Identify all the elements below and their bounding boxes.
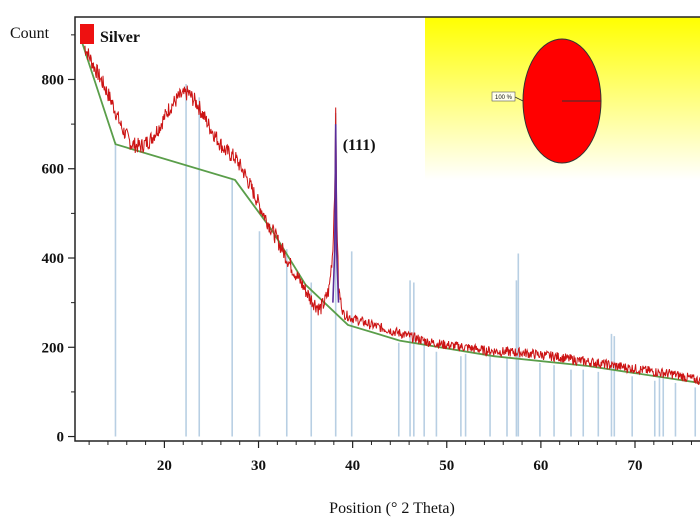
x-tick-label: 20 bbox=[157, 458, 172, 474]
x-tick-label: 60 bbox=[533, 458, 548, 474]
axes: 20 30 40 50 60 70 0 200 400 600 800 bbox=[42, 34, 692, 474]
pie-label-box bbox=[491, 91, 516, 102]
series-layer bbox=[81, 43, 700, 386]
y-axis-title: Count bbox=[10, 25, 50, 42]
y-tick-label: 600 bbox=[42, 162, 65, 178]
legend: Silver bbox=[80, 24, 140, 46]
inset-pie-chart: 100 % bbox=[491, 38, 602, 164]
y-tick-label: 400 bbox=[42, 251, 65, 267]
y-tick-label: 800 bbox=[42, 72, 65, 88]
y-tick-label: 0 bbox=[57, 430, 65, 446]
pie-label: 100 % bbox=[495, 95, 513, 101]
x-tick-label: 30 bbox=[251, 458, 266, 474]
x-tick-label: 40 bbox=[345, 458, 360, 474]
pie-leader-line bbox=[514, 96, 524, 102]
x-axis-title: Position (° 2 Theta) bbox=[329, 500, 455, 517]
peak-annotation: (111) bbox=[343, 137, 376, 154]
legend-label: Silver bbox=[100, 29, 140, 46]
y-tick-label: 200 bbox=[42, 340, 65, 356]
x-tick-label: 70 bbox=[628, 458, 643, 474]
peak-111-line bbox=[332, 124, 340, 303]
reference-lines bbox=[114, 83, 697, 437]
background-line bbox=[81, 43, 700, 384]
x-tick-label: 50 bbox=[439, 458, 454, 474]
silver-pattern-line bbox=[84, 45, 700, 386]
plot-frame bbox=[74, 16, 700, 442]
legend-swatch bbox=[80, 24, 94, 44]
